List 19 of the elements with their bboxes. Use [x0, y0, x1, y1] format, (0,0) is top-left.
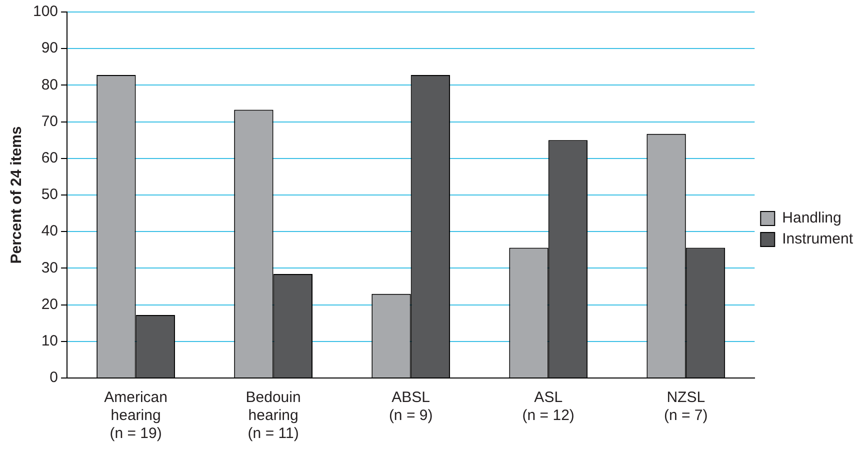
y-tick-label: 70 [41, 112, 58, 130]
y-tick-label: 30 [41, 259, 58, 276]
y-tick-label: 100 [32, 3, 58, 20]
x-tick-label: Bedouin hearing (n = 11) [246, 389, 301, 442]
x-tick-label: ASL (n = 12) [522, 389, 574, 424]
y-axis-title: Percent of 24 items [8, 126, 26, 264]
legend-label: Handling [782, 210, 842, 227]
x-tick-label: NZSL (n = 7) [664, 389, 708, 424]
y-tick-label: 10 [41, 332, 58, 350]
y-tick-label: 60 [41, 150, 58, 167]
x-tick-label: American hearing (n = 19) [104, 389, 168, 442]
y-tick-label: 80 [41, 76, 58, 94]
y-tick-label: 40 [41, 222, 58, 240]
x-tick-label: ABSL (n = 9) [388, 389, 433, 424]
y-tick-label: 90 [41, 40, 58, 57]
y-tick-label: 50 [41, 186, 58, 204]
y-tick-label: 20 [41, 296, 58, 313]
legend-label: Instrument [782, 230, 854, 248]
y-tick-label: 0 [50, 369, 58, 386]
